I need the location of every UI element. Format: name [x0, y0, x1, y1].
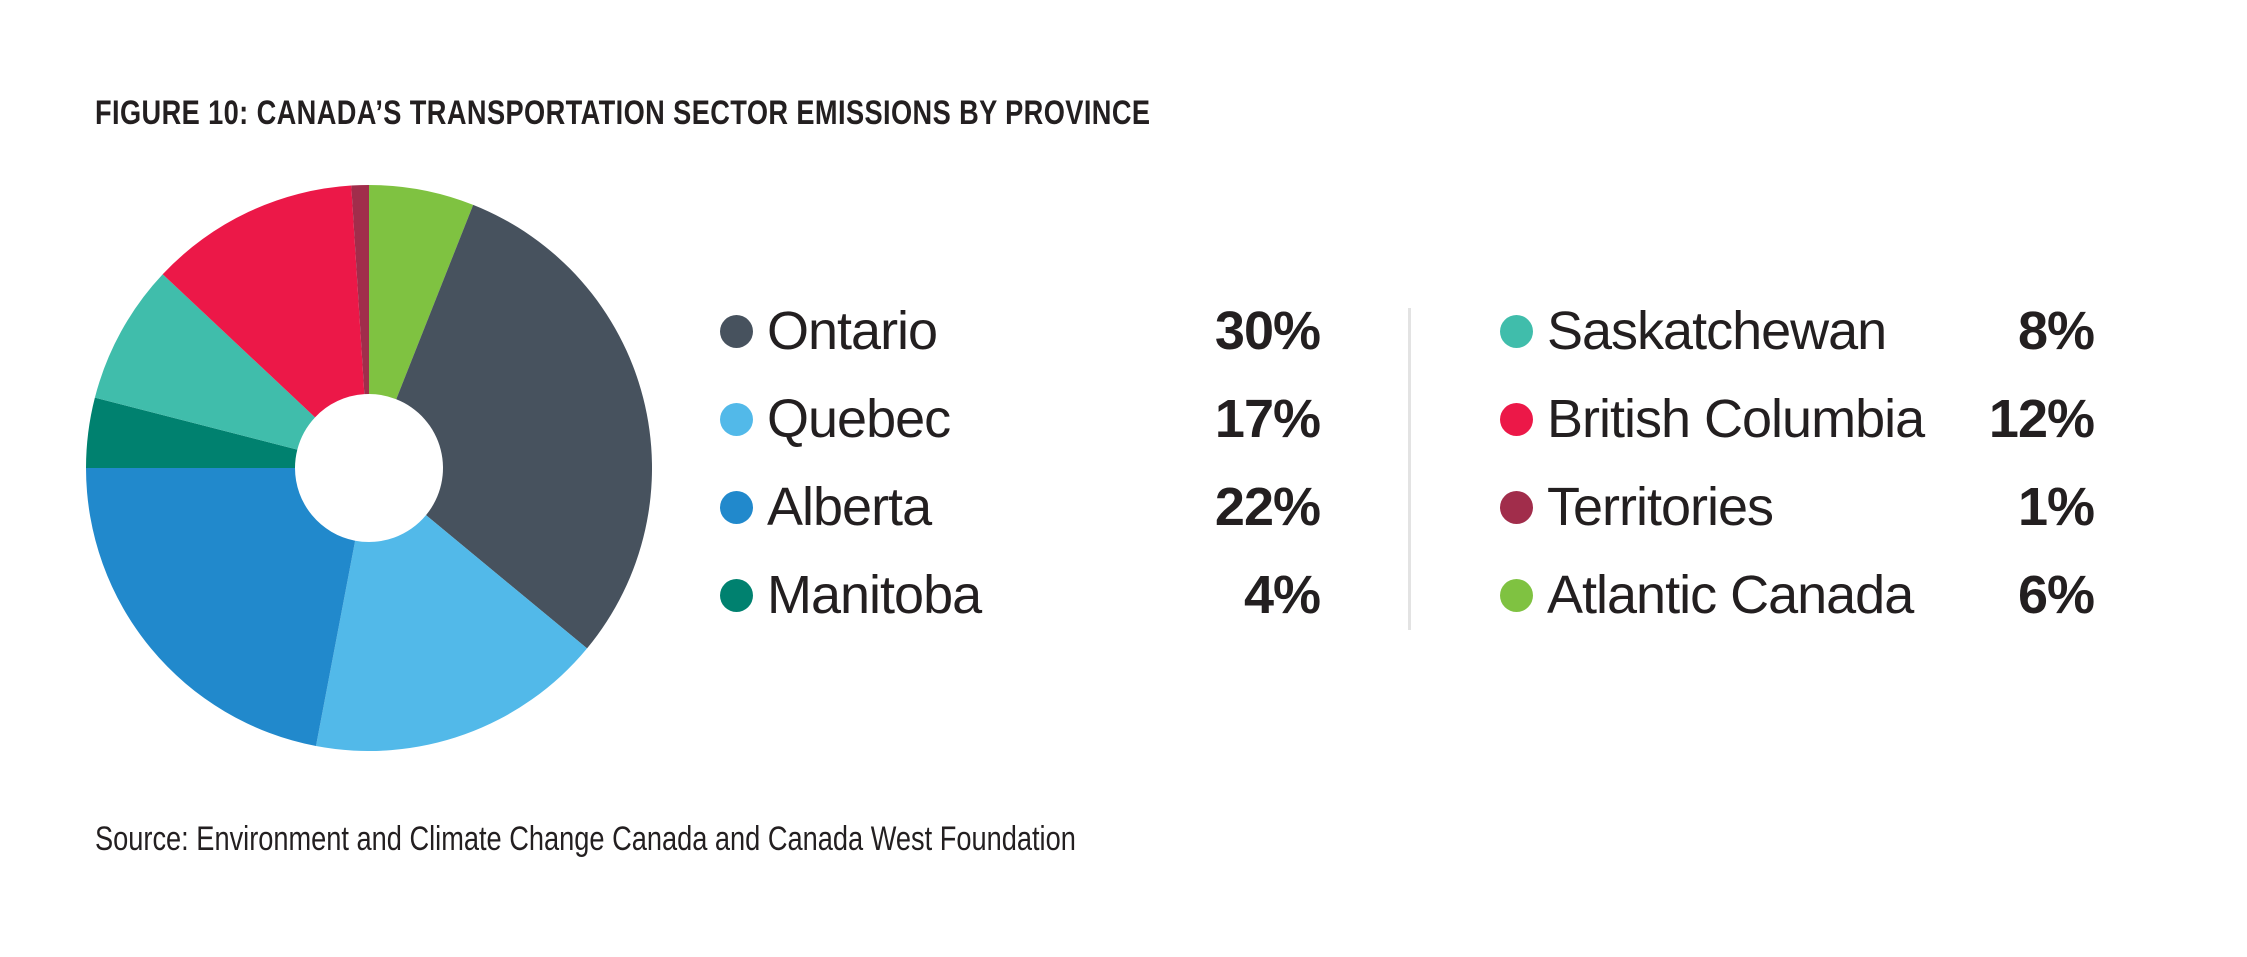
legend-column-right: Saskatchewan 8% British Columbia 12% Territo…	[1500, 287, 2095, 639]
pie-slice-saskatchewan	[94, 274, 316, 450]
legend-value: 12%	[1988, 389, 2095, 449]
legend-swatch-atlantic-canada	[1500, 578, 1533, 612]
legend-value: 8%	[2017, 301, 2095, 361]
legend-swatch-territories	[1500, 490, 1533, 524]
legend-label: Alberta	[767, 477, 932, 537]
pie-slice-british-columbia	[162, 185, 365, 418]
legend-value: 17%	[1214, 389, 1321, 449]
legend-swatch-manitoba	[720, 578, 753, 612]
legend-value: 1%	[2017, 477, 2095, 537]
legend-label: Quebec	[767, 389, 951, 449]
legend-row-territories: Territories 1%	[1500, 463, 2095, 551]
legend-swatch-ontario	[720, 314, 753, 348]
donut-chart	[86, 185, 652, 751]
legend-swatch-british-columbia	[1500, 402, 1533, 436]
legend-row-manitoba: Manitoba 4%	[720, 551, 1321, 639]
legend-column-left: Ontario 30% Quebec 17% Alberta 22% Manitoba 4%	[720, 287, 1321, 639]
source-note: Source: Environment and Climate Change C…	[95, 820, 1076, 858]
legend-swatch-saskatchewan	[1500, 314, 1533, 348]
pie-slice-atlantic-canada	[369, 185, 474, 400]
legend-swatch-alberta	[720, 490, 753, 524]
legend-row-ontario: Ontario 30%	[720, 287, 1321, 375]
legend-label: British Columbia	[1547, 389, 1925, 449]
legend-value: 4%	[1243, 565, 1321, 625]
legend-row-british-columbia: British Columbia 12%	[1500, 375, 2095, 463]
figure-title: FIGURE 10: CANADA’S TRANSPORTATION SECTO…	[95, 94, 1151, 132]
legend-label: Manitoba	[767, 565, 982, 625]
pie-slice-alberta	[86, 468, 356, 746]
legend-row-atlantic-canada: Atlantic Canada 6%	[1500, 551, 2095, 639]
pie-slice-territories	[351, 185, 369, 395]
legend-row-saskatchewan: Saskatchewan 8%	[1500, 287, 2095, 375]
legend-row-alberta: Alberta 22%	[720, 463, 1321, 551]
legend-label: Atlantic Canada	[1547, 565, 1914, 625]
legend-swatch-quebec	[720, 402, 753, 436]
legend-value: 6%	[2017, 565, 2095, 625]
legend-label: Ontario	[767, 301, 938, 361]
legend-divider	[1408, 308, 1411, 630]
legend-row-quebec: Quebec 17%	[720, 375, 1321, 463]
pie-slice-ontario	[396, 204, 652, 649]
pie-slice-manitoba	[86, 397, 298, 468]
legend-label: Territories	[1547, 477, 1774, 537]
legend-value: 22%	[1214, 477, 1321, 537]
pie-slice-quebec	[315, 515, 588, 751]
legend-value: 30%	[1214, 301, 1321, 361]
legend-label: Saskatchewan	[1547, 301, 1887, 361]
